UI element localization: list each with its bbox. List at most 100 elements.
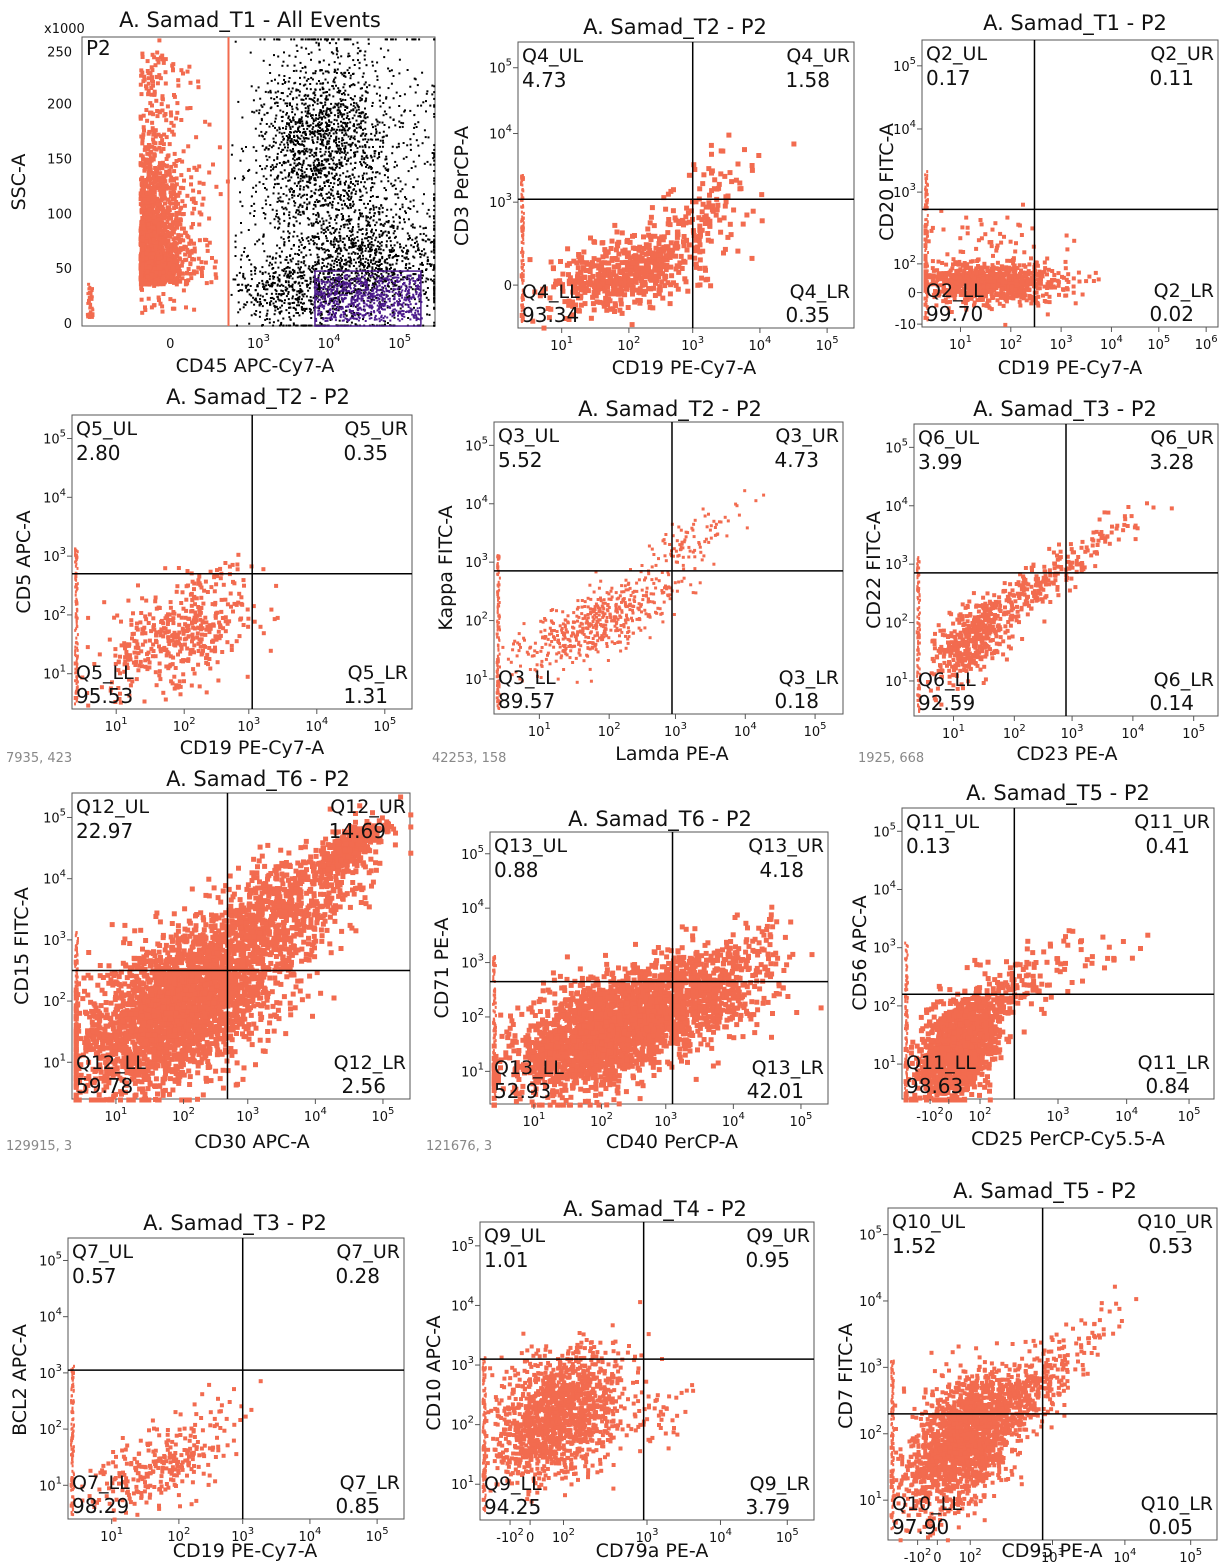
event-dot — [270, 92, 272, 94]
event-dot — [287, 95, 289, 97]
event-dot — [427, 161, 429, 163]
event-dot — [314, 94, 316, 96]
event-dot — [355, 193, 357, 195]
event-dot — [335, 319, 337, 321]
event-dot — [355, 323, 357, 325]
event-dot — [311, 271, 313, 273]
event-dot — [372, 126, 374, 128]
event-dot — [272, 209, 274, 211]
event-dot — [303, 128, 305, 130]
event-dot — [433, 170, 435, 172]
event-dot — [289, 77, 291, 79]
event-dot — [433, 106, 435, 108]
event-dot — [273, 166, 275, 168]
event-dot — [291, 286, 293, 288]
event-dot — [433, 154, 435, 156]
event-dot — [248, 289, 250, 291]
event-dot — [238, 284, 240, 286]
event-dot — [433, 256, 435, 258]
event-dot — [360, 258, 362, 260]
event-dot — [405, 263, 407, 265]
event-dot — [361, 95, 363, 97]
event-dot — [305, 38, 307, 40]
event-dot — [433, 282, 435, 284]
event-dot — [383, 249, 385, 251]
event-dot — [144, 108, 148, 112]
event-dot — [399, 320, 401, 322]
event-dot — [355, 272, 357, 274]
event-dot — [345, 283, 347, 285]
event-dot — [385, 301, 387, 303]
event-dot — [369, 265, 371, 267]
event-dot — [297, 128, 299, 130]
event-dot — [360, 50, 362, 52]
event-dot — [296, 50, 298, 52]
event-dot — [286, 195, 288, 197]
event-dot — [370, 261, 372, 263]
event-dot — [336, 49, 338, 51]
event-dot — [370, 246, 372, 248]
event-dot — [332, 227, 334, 229]
event-dot — [267, 256, 269, 258]
event-dot — [309, 83, 311, 85]
event-dot — [334, 106, 336, 108]
event-dot — [279, 307, 281, 309]
event-dot — [162, 61, 166, 65]
event-dot — [146, 59, 150, 63]
event-dot — [286, 123, 288, 125]
event-dot — [300, 178, 302, 180]
event-dot — [343, 72, 345, 74]
event-dot — [348, 253, 350, 255]
event-dot — [413, 127, 415, 129]
event-dot — [317, 236, 319, 238]
event-dot — [317, 277, 319, 279]
event-dot — [352, 59, 354, 61]
event-dot — [157, 298, 161, 302]
event-dot — [324, 297, 326, 299]
event-dot — [269, 156, 271, 158]
event-dot — [339, 284, 341, 286]
event-dot — [325, 317, 327, 319]
event-dot — [335, 222, 337, 224]
event-dot — [372, 284, 374, 286]
event-dot — [344, 130, 346, 132]
event-dot — [346, 294, 348, 296]
event-dot — [240, 259, 242, 261]
event-dot — [259, 109, 261, 111]
event-dot — [171, 62, 175, 66]
event-dot — [368, 43, 370, 45]
event-dot — [431, 251, 433, 253]
event-dot — [269, 64, 271, 66]
event-dot — [353, 314, 355, 316]
event-dot — [357, 47, 359, 49]
event-dot — [340, 199, 342, 201]
event-dot — [347, 69, 349, 71]
event-dot — [397, 193, 399, 195]
event-dot — [375, 128, 377, 130]
event-dot — [353, 176, 355, 178]
event-dot — [423, 193, 425, 195]
event-dot — [396, 263, 398, 265]
event-dot — [276, 129, 278, 131]
event-dot — [340, 240, 342, 242]
event-dot — [327, 158, 329, 160]
event-dot — [338, 159, 340, 161]
event-dot — [362, 263, 364, 265]
event-dot — [425, 240, 427, 242]
event-dot — [340, 148, 342, 150]
event-dot — [301, 111, 303, 113]
event-dot — [418, 268, 420, 270]
event-dot — [316, 221, 318, 223]
event-dot — [330, 130, 332, 132]
event-dot — [277, 91, 279, 93]
event-dot — [291, 138, 293, 140]
event-dot — [303, 274, 305, 276]
event-dot — [392, 264, 394, 266]
event-dot — [328, 250, 330, 252]
event-dot — [348, 218, 350, 220]
event-dot — [363, 72, 365, 74]
event-dot — [380, 205, 382, 207]
event-dot — [358, 293, 360, 295]
event-dot — [345, 132, 347, 134]
event-dot — [357, 248, 359, 250]
